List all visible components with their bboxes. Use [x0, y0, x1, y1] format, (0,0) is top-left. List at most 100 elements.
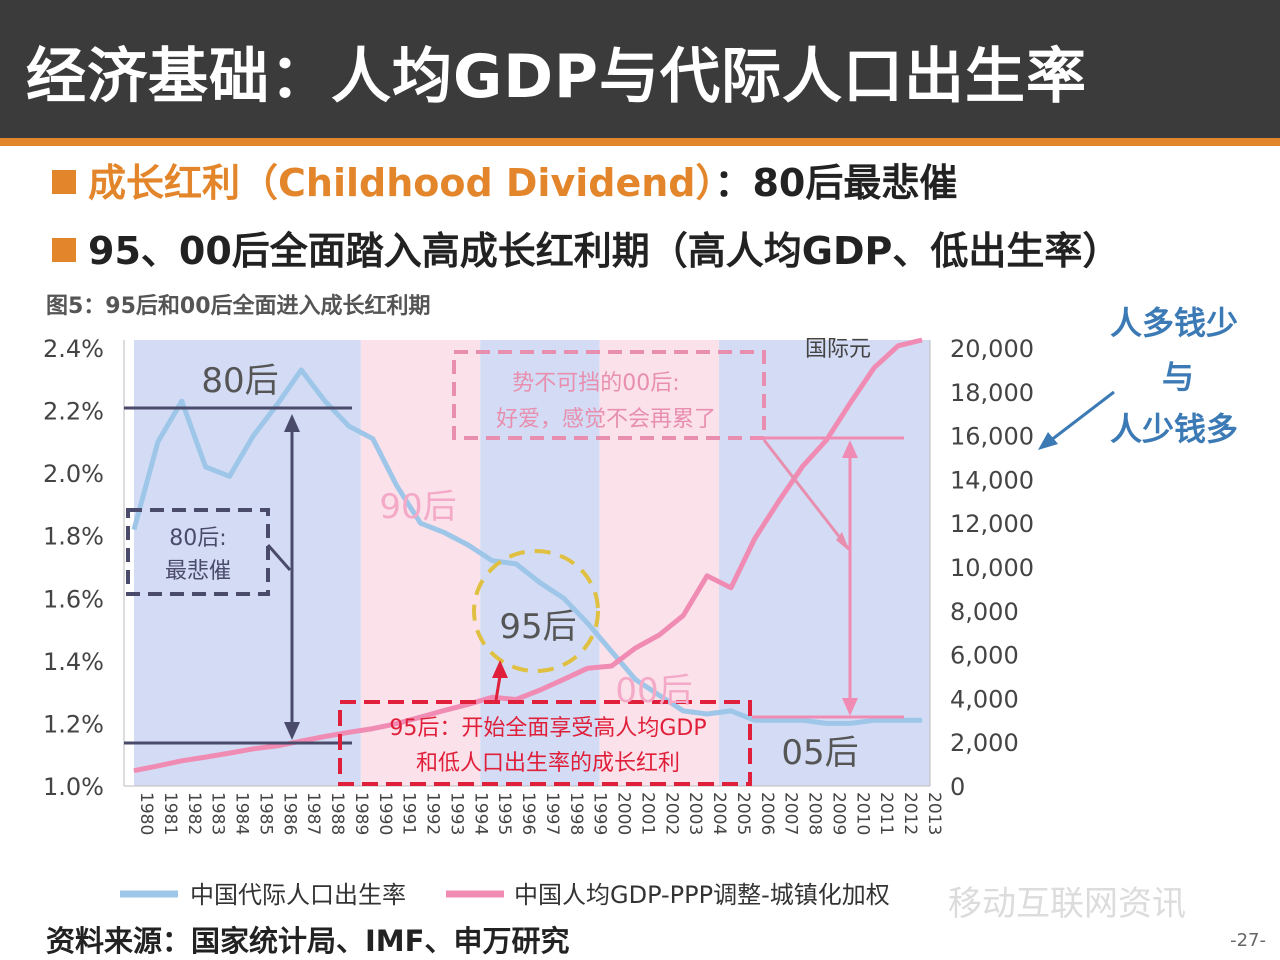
x-tick-label: 1995 [494, 792, 514, 835]
y-left-tick-label: 1.6% [43, 585, 104, 613]
x-tick-label: 1990 [375, 792, 395, 835]
data-point [921, 719, 923, 721]
arrow-head-icon [492, 660, 508, 678]
x-tick-label: 1985 [255, 792, 275, 835]
data-point [348, 731, 350, 733]
data-point [252, 435, 254, 437]
data-point [587, 667, 589, 669]
data-point [611, 665, 613, 667]
data-point [634, 647, 636, 649]
y-right-tick-label: 0 [950, 773, 965, 801]
y-right-tick-label: 12,000 [950, 510, 1034, 538]
data-point [157, 441, 159, 443]
x-tick-label: 2001 [637, 792, 657, 835]
data-point [133, 528, 135, 530]
y-right-unit: 国际元 [805, 337, 871, 362]
y-left-tick-label: 1.2% [43, 710, 104, 738]
y-left-tick-label: 2.4% [43, 335, 104, 363]
data-point [539, 689, 541, 691]
data-point [467, 703, 469, 705]
y-left-tick-label: 2.2% [43, 398, 104, 426]
cohort-label-95: 95后 [499, 607, 576, 647]
data-point [181, 760, 183, 762]
x-tick-label: 1982 [184, 792, 204, 835]
data-point [658, 694, 660, 696]
data-point [563, 597, 565, 599]
data-point [252, 748, 254, 750]
side-note-arrow [1045, 390, 1115, 446]
figure-caption: 图5：95后和00后全面进入成长红利期 [46, 294, 431, 319]
x-tick-label: 1981 [160, 792, 180, 835]
data-point [443, 709, 445, 711]
x-tick-label: 2007 [781, 792, 801, 835]
annotation-00-line1: 势不可挡的00后: [512, 371, 679, 396]
annotation-95-line2: 和低人口出生率的成长红利 [416, 751, 680, 776]
data-point [396, 485, 398, 487]
x-tick-label: 1992 [423, 792, 443, 835]
x-tick-label: 2006 [757, 792, 777, 835]
period-band [719, 340, 930, 786]
data-point [825, 722, 827, 724]
cohort-label-00: 00后 [615, 671, 692, 711]
data-point [133, 770, 135, 772]
data-point [706, 713, 708, 715]
data-point [229, 752, 231, 754]
y-left-tick-label: 1.0% [43, 773, 104, 801]
arrow-head-icon [842, 440, 858, 458]
highlight-circle-95 [472, 549, 600, 673]
data-point [778, 500, 780, 502]
data-point [276, 745, 278, 747]
data-point [873, 719, 875, 721]
cohort-label-80: 80后 [201, 361, 278, 401]
data-point [778, 719, 780, 721]
data-point [300, 740, 302, 742]
data-point [802, 719, 804, 721]
annotation-95-line1: 95后：开始全面享受高人均GDP [389, 716, 706, 741]
x-tick-label: 1998 [566, 792, 586, 835]
data-point [276, 403, 278, 405]
y-right-tick-label: 8,000 [950, 598, 1019, 626]
side-note-line1: 人多钱少 [1110, 304, 1239, 342]
x-tick-label: 1993 [446, 792, 466, 835]
x-tick-label: 1984 [232, 792, 252, 835]
x-tick-label: 2004 [709, 792, 729, 835]
x-tick-label: 1980 [136, 792, 156, 835]
cohort-label-90: 90后 [379, 487, 456, 527]
connector-80 [266, 544, 292, 571]
annotation-80-line2: 最悲催 [165, 559, 231, 584]
x-tick-label: 1986 [279, 792, 299, 835]
data-point [348, 425, 350, 427]
data-point [730, 587, 732, 589]
period-band [360, 340, 481, 786]
y-right-tick-label: 20,000 [950, 335, 1034, 363]
x-tick-label: 1994 [470, 792, 490, 835]
x-tick-label: 2012 [900, 792, 920, 835]
data-point [539, 582, 541, 584]
annotation-box-80 [126, 508, 270, 596]
x-tick-label: 2003 [685, 792, 705, 835]
side-note-line2: 与 [1162, 358, 1195, 396]
data-point [205, 756, 207, 758]
legend-label-gdp: 中国人均GDP-PPP调整-城镇化加权 [514, 881, 890, 909]
data-point [205, 466, 207, 468]
data-point [300, 369, 302, 371]
data-point [467, 544, 469, 546]
data-point [372, 438, 374, 440]
x-tick-label: 2000 [614, 792, 634, 835]
x-tick-label: 1991 [399, 792, 419, 835]
y-right-tick-label: 6,000 [950, 642, 1019, 670]
y-left-tick-label: 1.4% [43, 648, 104, 676]
arrow-head-icon [836, 532, 850, 552]
x-tick-label: 1989 [351, 792, 371, 835]
bullet-text: 95、00后全面踏入高成长红利期（高人均GDP、低出生率） [88, 229, 1121, 273]
x-tick-label: 1988 [327, 792, 347, 835]
data-point [372, 728, 374, 730]
x-tick-label: 2010 [852, 792, 872, 835]
x-tick-label: 1997 [542, 792, 562, 835]
x-tick-label: 1996 [518, 792, 538, 835]
data-point [420, 716, 422, 718]
data-point [563, 678, 565, 680]
data-point [897, 719, 899, 721]
arrow-head-icon [842, 698, 858, 716]
chart: 80后: 最悲催 势不可挡的00后: 好爱，感觉不会再累了 95后：开始全面享受… [43, 335, 1115, 909]
